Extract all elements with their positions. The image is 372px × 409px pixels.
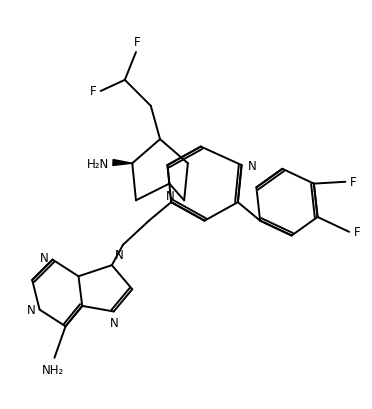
Text: NH₂: NH₂ (41, 364, 64, 376)
Text: F: F (134, 36, 140, 49)
Polygon shape (113, 160, 132, 166)
Text: N: N (166, 190, 174, 203)
Text: H₂N: H₂N (87, 157, 109, 170)
Text: F: F (90, 85, 96, 97)
Text: N: N (115, 248, 124, 261)
Text: N: N (110, 316, 119, 329)
Text: N: N (26, 303, 35, 316)
Text: N: N (248, 159, 257, 172)
Text: F: F (350, 176, 356, 189)
Text: N: N (39, 252, 48, 265)
Text: F: F (353, 226, 360, 239)
